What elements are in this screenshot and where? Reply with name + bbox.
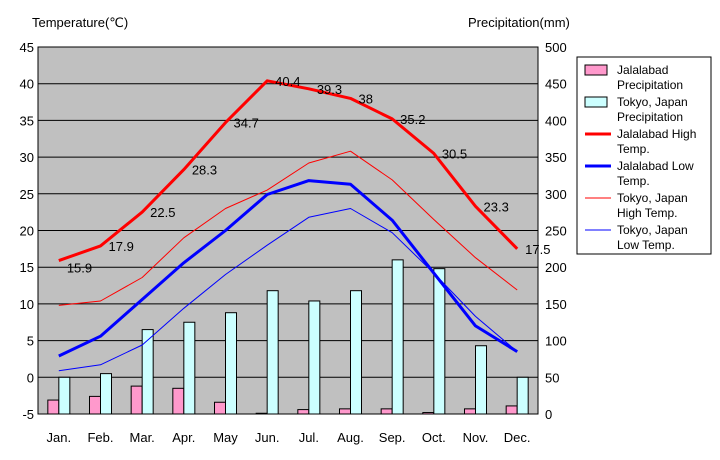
plot-border xyxy=(37,46,539,415)
plot-area: -505101520253035404505010015020025030035… xyxy=(20,40,567,445)
bar-jalalabad-precipitation xyxy=(505,405,518,415)
x-tick-label: Dec. xyxy=(504,430,531,445)
x-tick-label: May xyxy=(213,430,238,445)
left-tick-label: -5 xyxy=(22,407,34,422)
left-tick-label: 25 xyxy=(20,187,34,202)
bar-tokyo-precipitation xyxy=(433,268,446,415)
x-tick-label: Jul. xyxy=(299,430,319,445)
x-tick-label: Jun. xyxy=(255,430,280,445)
data-label-high-temp: 39.3 xyxy=(317,82,342,97)
bar-tokyo-precipitation xyxy=(475,345,487,415)
bar-jalalabad-precipitation xyxy=(130,385,143,415)
line-jalalabad-low xyxy=(58,179,518,358)
x-tick-label: Aug. xyxy=(337,430,364,445)
left-tick-label: 35 xyxy=(20,113,34,128)
left-tick-label: 5 xyxy=(27,334,34,349)
left-tick-label: 15 xyxy=(20,260,34,275)
right-tick-label: 250 xyxy=(545,224,567,239)
right-tick-label: 0 xyxy=(545,407,552,422)
bar-tokyo-precipitation xyxy=(350,290,362,415)
bar-tokyo-precipitation xyxy=(141,329,154,415)
right-tick-label: 400 xyxy=(545,113,567,128)
legend-label: Tokyo, Japan High Temp. xyxy=(617,191,688,220)
bar-tokyo-precipitation xyxy=(225,312,237,415)
x-tick-label: Sep. xyxy=(379,430,406,445)
left-tick-label: 40 xyxy=(20,77,34,92)
left-tick-label: 10 xyxy=(20,297,34,312)
right-tick-label: 500 xyxy=(545,40,567,55)
legend-swatch xyxy=(584,96,608,108)
data-label-high-temp: 15.9 xyxy=(67,261,92,276)
bar-tokyo-precipitation xyxy=(308,300,321,415)
line-tokyo-high xyxy=(58,150,518,306)
left-axis-title: Temperature(℃) xyxy=(32,15,128,30)
x-tick-label: Mar. xyxy=(130,430,155,445)
x-tick-label: Jan. xyxy=(47,430,72,445)
bar-jalalabad-precipitation xyxy=(380,408,393,415)
data-label-high-temp: 23.3 xyxy=(484,199,509,214)
right-axis-title: Precipitation(mm) xyxy=(468,15,570,30)
data-label-high-temp: 22.5 xyxy=(150,205,175,220)
data-label-high-temp: 38 xyxy=(359,91,373,106)
legend-label: Jalalabad Precipitation xyxy=(617,63,683,92)
line-jalalabad-high xyxy=(58,79,519,263)
bar-jalalabad-precipitation xyxy=(339,408,351,415)
bar-jalalabad-precipitation xyxy=(297,409,310,415)
legend-label: Jalalabad High Temp. xyxy=(617,127,696,156)
data-label-high-temp: 17.9 xyxy=(109,239,134,254)
bar-jalalabad-precipitation xyxy=(89,395,101,415)
right-tick-label: 350 xyxy=(545,150,567,165)
bar-tokyo-precipitation xyxy=(100,373,112,415)
left-tick-label: 30 xyxy=(20,150,34,165)
data-label-high-temp: 30.5 xyxy=(442,146,467,161)
data-label-high-temp: 40.4 xyxy=(275,74,300,89)
x-tick-label: Apr. xyxy=(172,430,195,445)
bar-tokyo-precipitation xyxy=(516,376,529,415)
data-label-high-temp: 34.7 xyxy=(234,116,259,131)
data-label-high-temp: 28.3 xyxy=(192,163,217,178)
legend-label: Tokyo, Japan Precipitation xyxy=(617,95,688,124)
x-tick-label: Feb. xyxy=(87,430,113,445)
legend-box xyxy=(576,56,712,255)
right-tick-label: 200 xyxy=(545,260,567,275)
data-label-high-temp: 35.2 xyxy=(400,112,425,127)
x-tick-label: Oct. xyxy=(422,430,446,445)
bar-tokyo-precipitation xyxy=(183,321,196,415)
bar-jalalabad-precipitation xyxy=(172,387,185,415)
left-tick-label: 45 xyxy=(20,40,34,55)
right-tick-label: 150 xyxy=(545,297,567,312)
x-tick-label: Nov. xyxy=(463,430,489,445)
legend-label: Jalalabad Low Temp. xyxy=(617,159,694,188)
bar-jalalabad-precipitation xyxy=(214,401,226,415)
bar-tokyo-precipitation xyxy=(266,290,279,415)
bar-jalalabad-precipitation xyxy=(47,399,60,415)
legend-label: Tokyo, Japan Low Temp. xyxy=(617,223,688,252)
bar-tokyo-precipitation xyxy=(391,259,404,415)
legend-swatch xyxy=(584,64,608,76)
right-tick-label: 300 xyxy=(545,187,567,202)
right-tick-label: 100 xyxy=(545,334,567,349)
legend: Jalalabad Precipitation Tokyo, Japan Precip… xyxy=(576,56,712,255)
bar-jalalabad-precipitation xyxy=(464,408,476,415)
bar-tokyo-precipitation xyxy=(58,376,71,415)
right-tick-label: 450 xyxy=(545,77,567,92)
left-tick-label: 0 xyxy=(27,370,34,385)
left-tick-label: 20 xyxy=(20,224,34,239)
right-tick-label: 50 xyxy=(545,370,559,385)
